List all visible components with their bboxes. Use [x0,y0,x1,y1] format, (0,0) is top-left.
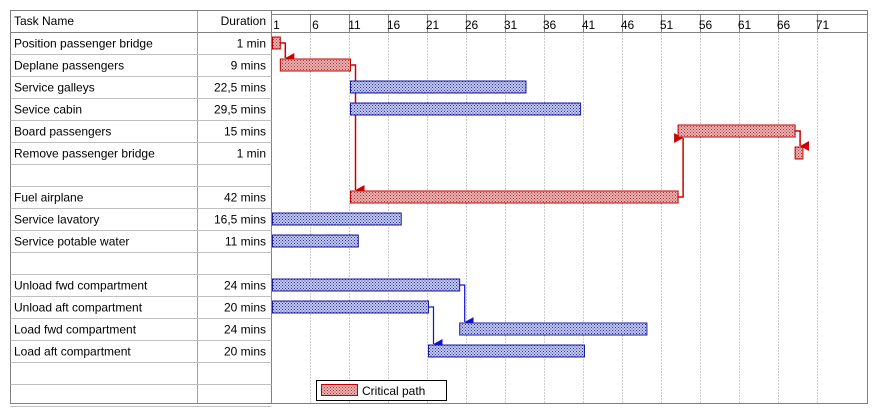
timescale: 1 6 11 16 21 26 31 36 41 46 51 56 61 66 71 [273,14,830,33]
tick-label: 1 [273,18,280,32]
table-row[interactable]: Unload aft compartment 20 mins [14,301,266,315]
dependency-link [428,306,443,349]
task-bar[interactable] [272,234,359,248]
tick-label: 56 [699,18,713,32]
task-name-header[interactable]: Task Name [14,14,74,28]
duration-cell[interactable]: 24 mins [224,323,266,337]
tick-label: 61 [738,18,752,32]
task-bars [272,36,804,358]
legend: Critical path [316,380,447,401]
task-name-cell[interactable]: Unload fwd compartment [14,279,148,293]
task-name-cell[interactable]: Fuel airplane [14,191,84,205]
duration-cell[interactable]: 1 min [237,147,266,161]
duration-cell[interactable]: 20 mins [224,345,266,359]
table-frame [10,10,868,404]
duration-cell[interactable]: 16,5 mins [214,213,266,227]
duration-cell[interactable]: 29,5 mins [214,103,266,117]
table-row[interactable]: Position passenger bridge 1 min [14,37,266,51]
critical-task-bar[interactable] [350,190,679,204]
critical-task-bar[interactable] [677,124,796,138]
task-name-cell[interactable]: Remove passenger bridge [14,147,155,161]
task-bar[interactable] [428,344,585,358]
duration-cell[interactable]: 9 mins [231,59,266,73]
task-name-cell[interactable]: Service lavatory [14,213,99,227]
duration-cell[interactable]: 11 mins [225,235,266,249]
task-name-cell[interactable]: Service potable water [14,235,129,249]
table-row[interactable]: Remove passenger bridge 1 min [14,147,266,161]
duration-cell[interactable]: 22,5 mins [214,81,266,95]
task-name-cell[interactable]: Unload aft compartment [14,301,143,315]
duration-cell[interactable]: 15 mins [224,125,266,139]
duration-cell[interactable]: 1 min [237,37,266,51]
task-bar[interactable] [350,80,527,94]
critical-link [280,42,295,63]
tick-label: 66 [777,18,791,32]
table-row[interactable]: Board passengers 15 mins [14,125,266,139]
table-row[interactable]: Service potable water 11 mins [14,235,266,249]
tick-label: 16 [387,18,401,32]
critical-task-bar[interactable] [794,146,804,160]
task-bar[interactable] [272,212,402,226]
duration-cell[interactable]: 24 mins [224,279,266,293]
critical-link [795,130,810,151]
tick-label: 6 [312,18,319,32]
critical-task-bar[interactable] [272,36,281,50]
legend-critical-label: Critical path [362,384,425,398]
task-name-cell[interactable]: Board passengers [14,125,111,139]
tick-label: 31 [504,18,518,32]
task-name-cell[interactable]: Load aft compartment [14,345,131,359]
task-name-cell[interactable]: Deplane passengers [14,59,124,73]
table-row[interactable]: Unload fwd compartment 24 mins [14,279,266,293]
task-bar[interactable] [350,102,582,116]
task-name-cell[interactable]: Service galleys [14,81,95,95]
table-row[interactable]: Sevice cabin 29,5 mins [14,103,266,117]
table-row[interactable]: Service lavatory 16,5 mins [14,213,266,227]
task-name-cell[interactable]: Sevice cabin [14,103,82,117]
tick-label: 46 [621,18,635,32]
task-name-cell[interactable]: Load fwd compartment [14,323,137,337]
tick-label: 51 [660,18,674,32]
legend-critical-swatch [321,384,358,396]
grid-layer [10,10,868,407]
tick-label: 26 [465,18,479,32]
tick-label: 11 [348,18,361,32]
task-bar[interactable] [459,322,648,336]
duration-header[interactable]: Duration [221,14,266,28]
task-bar[interactable] [272,300,429,314]
table-row[interactable]: Fuel airplane 42 mins [14,191,266,205]
tick-label: 71 [816,18,830,32]
duration-cell[interactable]: 42 mins [224,191,266,205]
task-rows: Position passenger bridge 1 min Deplane pa… [14,37,266,359]
duration-cell[interactable]: 20 mins [224,301,266,315]
dependency-link [459,284,474,327]
table-row[interactable]: Deplane passengers 9 mins [14,59,266,73]
critical-link [350,64,365,195]
dependency-links [280,42,810,349]
tick-label: 21 [426,18,440,32]
tick-label: 36 [543,18,557,32]
critical-task-bar[interactable] [279,58,351,72]
table-row[interactable]: Load aft compartment 20 mins [14,345,266,359]
tick-label: 41 [582,18,596,32]
task-bar[interactable] [272,278,461,292]
table-row[interactable]: Service galleys 22,5 mins [14,81,266,95]
critical-link [674,133,684,198]
task-name-cell[interactable]: Position passenger bridge [14,37,153,51]
table-row[interactable]: Load fwd compartment 24 mins [14,323,266,337]
